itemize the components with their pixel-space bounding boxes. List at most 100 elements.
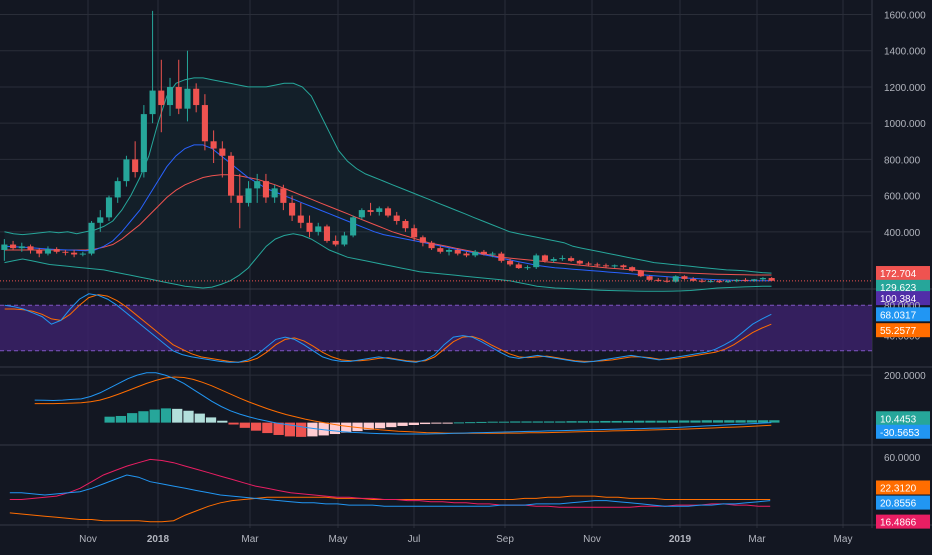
candle-body [480, 251, 487, 255]
macd-y-tick-label: 200.0000 [884, 371, 926, 382]
candle-body [724, 281, 732, 283]
candle-body [463, 253, 470, 256]
macd-histogram-bar [183, 410, 194, 423]
stochastic-y-tick-label: 80.0000 [884, 301, 921, 312]
candle-body [367, 210, 374, 212]
macd-histogram-bar [712, 420, 724, 423]
macd-histogram-value-badge-bg [876, 411, 930, 426]
candle-body [550, 259, 557, 261]
dmi-plus-value-badge: 20.8556 [880, 499, 917, 510]
last-price-value-badge: 129.623 [880, 283, 917, 294]
macd-histogram-bar [532, 421, 543, 423]
macd-histogram-bar [622, 420, 634, 423]
candle-body [672, 276, 679, 282]
candle-body [358, 210, 365, 218]
macd-histogram-bar [656, 420, 667, 423]
x-tick-label: May [329, 534, 348, 545]
candle-body [184, 88, 191, 109]
macd-signal-line [34, 376, 772, 434]
candle-body [768, 278, 775, 281]
candle-body [149, 90, 156, 115]
macd-histogram-bar [374, 422, 386, 429]
candle-body [576, 260, 583, 264]
candle-body [437, 248, 444, 252]
candle-body [445, 249, 453, 252]
bollinger-band-fill [4, 77, 772, 292]
price-y-tick-label: 1400.000 [884, 47, 926, 58]
macd-histogram-bar [667, 420, 679, 423]
macd-histogram-bar [431, 422, 442, 424]
candle-body [236, 195, 243, 203]
candle-body [315, 226, 322, 232]
price-y-tick-label: 800.000 [884, 155, 921, 166]
dmi-minus-value-badge-bg [876, 514, 930, 529]
candle-body [1, 244, 8, 250]
candle-body [454, 249, 461, 254]
candle-body [402, 220, 409, 229]
candle-body [707, 281, 714, 283]
candle-body [27, 246, 34, 250]
candle-body [341, 235, 348, 245]
macd-histogram-bar [634, 420, 645, 423]
candle-body [559, 258, 566, 260]
candle-body [751, 279, 758, 281]
candle-body [262, 181, 269, 198]
macd-histogram-bar [690, 420, 701, 423]
macd-histogram-bar [645, 420, 656, 423]
candle-body [602, 265, 610, 267]
candle-body [376, 208, 383, 212]
macd-histogram-bar [611, 420, 622, 423]
candle-body [428, 242, 435, 249]
macd-histogram-bar [487, 421, 498, 423]
macd-histogram-bar [757, 420, 769, 423]
macd-histogram-bar [543, 421, 555, 423]
candle-body [166, 86, 174, 106]
candle-body [646, 276, 653, 280]
macd-histogram-bar [149, 409, 160, 423]
macd-histogram-bar [577, 421, 588, 423]
macd-histogram-bar [735, 420, 746, 423]
macd-histogram-bar [600, 420, 611, 423]
dmi-y-tick-label: 60.0000 [884, 453, 921, 464]
macd-histogram-bar [250, 422, 262, 431]
x-tick-label: 2018 [147, 534, 170, 545]
macd-signal-value-badge: -30.5653 [880, 428, 920, 439]
macd-histogram-bar [262, 422, 273, 434]
candle-body [515, 264, 522, 269]
macd-histogram-bar [476, 421, 487, 423]
candle-body [323, 226, 331, 241]
macd-histogram-bar [746, 420, 757, 423]
macd-histogram-bar [397, 422, 408, 426]
candle-body [88, 222, 95, 254]
macd-histogram-bar [701, 420, 712, 423]
candle-body [44, 249, 52, 254]
stochastic-k-value-badge: 68.0317 [880, 310, 917, 321]
stochastic-d-value-badge: 55.2577 [880, 326, 917, 337]
price-y-tick-label: 1000.000 [884, 119, 926, 130]
candle-body [411, 228, 418, 238]
candle-body [533, 255, 540, 268]
candle-body [158, 90, 165, 106]
macd-histogram-bar [465, 422, 476, 424]
macd-histogram-bar [296, 422, 307, 437]
macd-histogram-bar [453, 422, 465, 424]
bb-lower-value-badge: 100.384 [880, 294, 917, 305]
candle-body [585, 263, 592, 265]
macd-histogram-bar [217, 420, 228, 423]
candle-body [228, 155, 235, 196]
macd-histogram-bar [239, 422, 250, 428]
candle-body [698, 280, 705, 282]
dmi-plus-line [9, 474, 771, 507]
candle-body [568, 258, 575, 261]
candle-body [620, 265, 627, 268]
x-tick-label: Nov [583, 534, 601, 545]
candle-body [759, 278, 766, 280]
macd-histogram-bar [284, 422, 296, 437]
candle-body [306, 222, 313, 232]
macd-histogram-bar [341, 422, 352, 433]
candle-body [393, 215, 400, 221]
macd-histogram-bar [566, 421, 577, 423]
macd-histogram-bar [352, 422, 363, 432]
